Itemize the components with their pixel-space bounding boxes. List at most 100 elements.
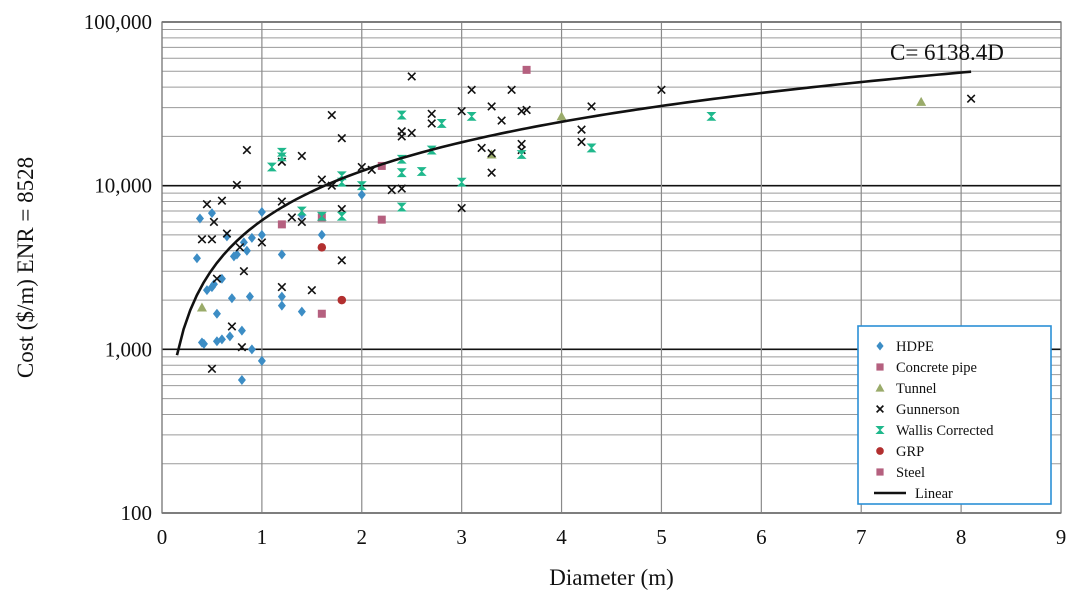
- concrete-pipe-point: [277, 220, 286, 229]
- tunnel-point: [556, 111, 567, 121]
- gunnerson-point: [227, 322, 237, 331]
- hdpe-point: [225, 331, 234, 342]
- plot-border: [161, 21, 1062, 514]
- gunnerson-point: [337, 133, 347, 143]
- wallis-corrected-point: [706, 111, 717, 121]
- wallis-corrected-point: [356, 181, 367, 191]
- hdpe-point: [242, 245, 251, 256]
- gunnerson-point: [242, 145, 252, 155]
- legend-box: [857, 325, 1052, 505]
- gunnerson-point: [337, 204, 347, 214]
- grp-point: [337, 295, 347, 305]
- legend-marker: [876, 363, 884, 371]
- wallis-corrected-point: [316, 211, 327, 221]
- gunnerson-point: [222, 229, 232, 238]
- gunnerson-point: [212, 274, 222, 284]
- gunnerson-point: [407, 72, 417, 81]
- hdpe-point: [245, 291, 254, 302]
- wallis-corrected-point: [396, 202, 407, 212]
- legend-marker: [876, 405, 884, 413]
- legend-marker: [876, 447, 884, 455]
- x-tick-label: 7: [856, 525, 867, 549]
- legend-label: Steel: [896, 465, 925, 481]
- gunnerson-point: [232, 180, 242, 190]
- gunnerson-point: [657, 85, 666, 95]
- hdpe-point: [247, 232, 256, 243]
- y-tick-label: 100,000: [84, 10, 152, 34]
- gunnerson-point: [497, 116, 506, 125]
- legend-marker: [875, 383, 885, 392]
- gunnerson-point: [427, 119, 437, 128]
- hdpe-point: [227, 293, 236, 304]
- wallis-corrected-point: [516, 150, 527, 159]
- hdpe-point: [257, 229, 266, 240]
- gunnerson-point: [487, 148, 496, 158]
- wallis-corrected-point: [336, 211, 347, 221]
- gunnerson-point: [297, 151, 307, 161]
- legend-marker: [876, 341, 884, 351]
- gunnerson-point: [277, 197, 287, 206]
- gunnerson-point: [217, 196, 227, 205]
- gunnerson-point: [577, 125, 586, 134]
- steel-point: [317, 309, 326, 318]
- gunnerson-point: [522, 105, 531, 115]
- x-tick-label: 2: [357, 525, 368, 549]
- gunnerson-point: [966, 94, 976, 103]
- gunnerson-point: [307, 285, 317, 295]
- gunnerson-point: [407, 128, 417, 138]
- gunnerson-point: [517, 106, 526, 116]
- hdpe-point: [317, 229, 326, 240]
- wallis-corrected-point: [416, 167, 427, 176]
- gunnerson-point: [467, 85, 476, 95]
- gunnerson-point: [197, 235, 207, 244]
- gunnerson-point: [235, 243, 245, 252]
- wallis-corrected-point: [586, 143, 597, 153]
- y-tick-label: 100: [121, 501, 153, 525]
- hdpe-point: [195, 213, 204, 224]
- gunnerson-point: [487, 102, 496, 111]
- legend-label: GRP: [896, 444, 924, 460]
- gunnerson-point: [237, 342, 247, 352]
- gunnerson-point: [257, 238, 267, 247]
- gunnerson-point: [587, 102, 596, 111]
- legend-label: HDPE: [896, 339, 934, 355]
- hdpe-point: [222, 231, 231, 242]
- wallis-corrected-point: [436, 119, 447, 128]
- grp-point: [317, 243, 327, 252]
- wallis-corrected-point: [266, 162, 277, 172]
- x-tick-label: 6: [756, 525, 767, 549]
- x-tick-label: 3: [456, 525, 467, 549]
- gunnerson-point: [207, 364, 217, 374]
- gunnerson-point: [427, 109, 437, 119]
- gunnerson-point: [337, 255, 347, 265]
- gunnerson-point: [387, 185, 397, 195]
- hdpe-point: [232, 249, 241, 260]
- wallis-corrected-point: [276, 152, 287, 162]
- hdpe-point: [297, 306, 306, 317]
- steel-point: [377, 215, 386, 224]
- gunnerson-point: [457, 106, 466, 116]
- y-tick-label: 1,000: [105, 337, 152, 361]
- gunnerson-point: [297, 217, 307, 227]
- x-tick-label: 8: [956, 525, 967, 549]
- legend-label: Linear: [915, 486, 953, 502]
- gunnerson-point: [477, 143, 486, 153]
- gunnerson-point: [397, 126, 407, 136]
- hdpe-point: [277, 249, 286, 260]
- gunnerson-point: [317, 175, 327, 184]
- x-tick-label: 4: [556, 525, 567, 549]
- tunnel-point: [916, 96, 927, 106]
- hdpe-point: [199, 338, 208, 349]
- gunnerson-point: [327, 110, 337, 120]
- hdpe-point: [257, 355, 266, 366]
- gunnerson-point: [577, 137, 586, 147]
- gunnerson-point: [507, 85, 516, 95]
- tunnel-point: [196, 302, 207, 312]
- x-tick-label: 9: [1056, 525, 1067, 549]
- hdpe-point: [212, 308, 221, 319]
- x-tick-label: 5: [656, 525, 667, 549]
- hdpe-point: [192, 253, 201, 264]
- wallis-corrected-point: [396, 110, 407, 120]
